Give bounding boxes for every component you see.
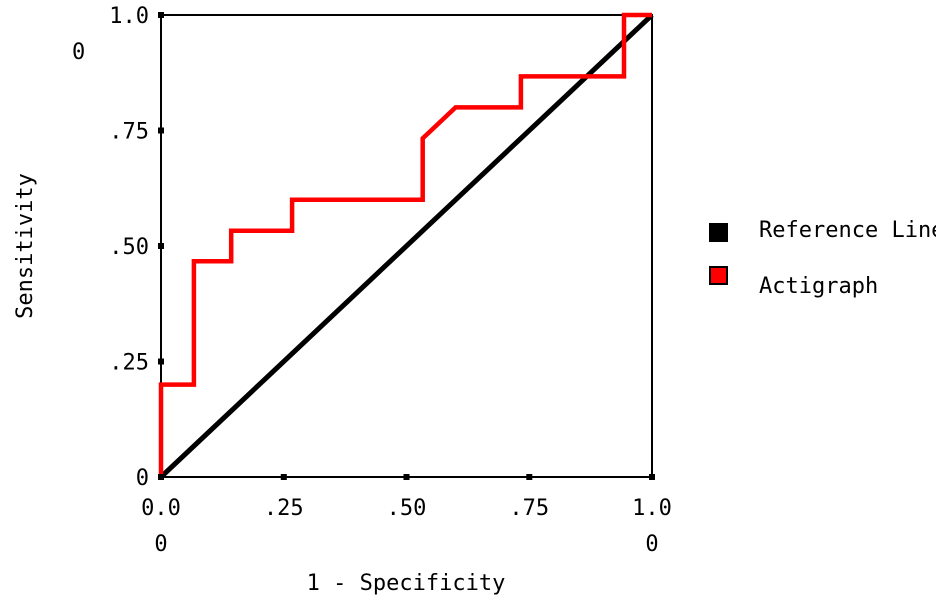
- y-tick-label: 1.0: [109, 4, 149, 29]
- ticks-layer: 0.0 0 .25 .50 .75 1.0 0 0 .25 .50 .75 1.0 0: [72, 4, 672, 557]
- x-tick-label: 0.0: [141, 496, 181, 521]
- legend-label-actigraph: Actigraph: [759, 274, 878, 299]
- y-tick-mark: [158, 243, 164, 249]
- x-tick-label: 0: [154, 532, 167, 557]
- y-tick-label: 0: [72, 40, 85, 65]
- y-tick-label: .75: [109, 120, 149, 145]
- legend-swatch-actigraph: [709, 266, 728, 285]
- x-tick-label: 0: [645, 532, 658, 557]
- x-tick-mark: [280, 474, 287, 480]
- y-axis-title: Sensitivity: [13, 173, 38, 319]
- series-layer: [158, 12, 654, 479]
- series-line-reference-line: [159, 13, 654, 479]
- x-axis-title: 1 - Specificity: [307, 571, 506, 596]
- x-tick-label: 1.0: [632, 496, 672, 521]
- y-tick-mark: [158, 12, 164, 18]
- y-tick-label: .50: [109, 235, 149, 260]
- x-tick-mark: [403, 474, 410, 480]
- y-tick-label: 0: [136, 466, 149, 491]
- legend: Reference Line Actigraph: [709, 218, 936, 299]
- series-line-actigraph: [158, 12, 652, 477]
- y-tick-label: .25: [109, 351, 149, 376]
- y-tick-mark: [158, 127, 164, 134]
- x-tick-label: .25: [264, 496, 304, 521]
- y-tick-mark: [158, 358, 164, 365]
- legend-swatch-reference-line: [709, 223, 728, 242]
- y-tick-mark: [158, 474, 164, 480]
- legend-label-reference-line: Reference Line: [759, 218, 936, 243]
- x-tick-label: .75: [509, 496, 549, 521]
- x-tick-label: .50: [387, 496, 427, 521]
- x-tick-mark: [526, 474, 533, 480]
- x-tick-mark: [649, 474, 655, 480]
